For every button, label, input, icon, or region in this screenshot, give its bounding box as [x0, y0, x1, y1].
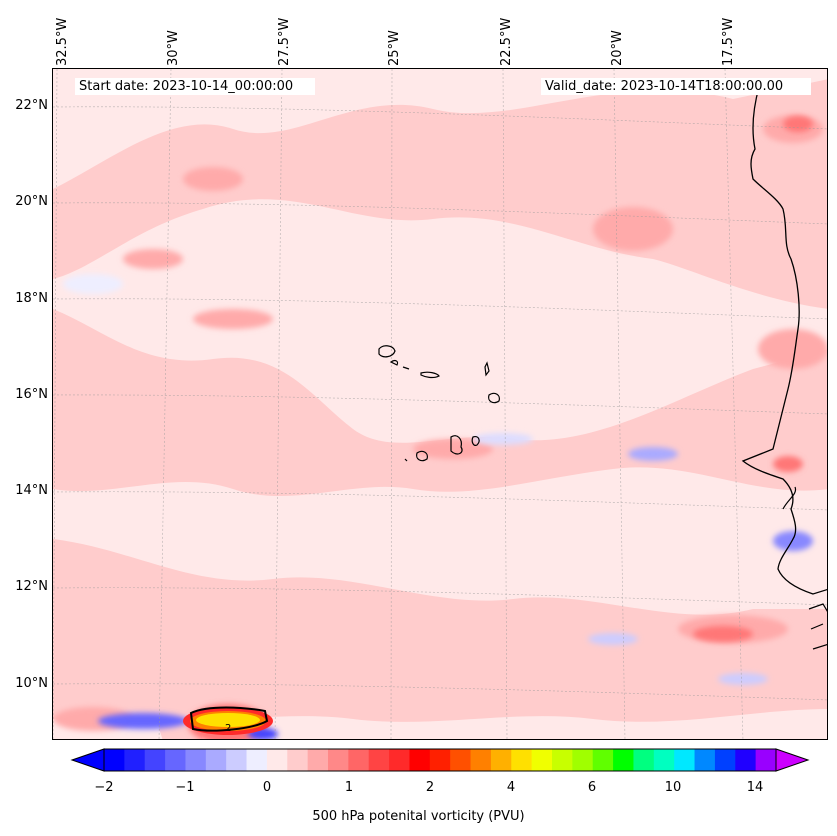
pv-blue-regions	[63, 274, 813, 739]
colorbar-segment	[714, 749, 736, 771]
colorbar-segment	[552, 749, 573, 771]
colorbar-segment	[429, 749, 451, 771]
colorbar-segment	[633, 749, 655, 771]
valid-date-label: Valid_date: 2023-10-14T18:00:00.00	[541, 78, 811, 95]
colorbar-tick-14: 14	[746, 780, 764, 795]
colorbar-tick--2: −2	[94, 780, 114, 795]
colorbar-title: 500 hPa potenital vorticity (PVU)	[312, 809, 525, 824]
colorbar-segment	[104, 749, 125, 771]
colorbar-segment	[287, 749, 309, 771]
colorbar-max-extension	[775, 748, 810, 772]
pv-light-pink-regions	[53, 79, 827, 739]
colorbar-segment	[735, 749, 757, 771]
lat-label-20n: 20°N	[15, 194, 48, 209]
colorbar-tick-6: 6	[587, 780, 597, 795]
lat-label-16n: 16°N	[15, 387, 48, 402]
coastline-detail	[782, 486, 797, 510]
colorbar-tick-10: 10	[664, 780, 682, 795]
colorbar-segment	[307, 749, 329, 771]
colorbar-tick-0: 0	[262, 780, 272, 795]
colorbar-segment	[348, 749, 370, 771]
colorbar-segment	[389, 749, 410, 771]
map-frame[interactable]: 2	[52, 68, 828, 740]
colorbar-segment	[246, 749, 268, 771]
colorbar-segment	[328, 749, 349, 771]
colorbar-segment	[572, 749, 594, 771]
colorbar-segments	[104, 749, 777, 771]
colorbar-segment	[226, 749, 248, 771]
colorbar-segment	[674, 749, 696, 771]
colorbar-segment	[165, 749, 186, 771]
colorbar-segment	[144, 749, 166, 771]
colorbar-segment	[613, 749, 634, 771]
colorbar-segment	[470, 749, 492, 771]
pv-maximum-region: 2	[183, 706, 273, 735]
colorbar-segment	[124, 749, 146, 771]
colorbar-tick-2: 2	[425, 780, 435, 795]
graticule	[53, 69, 827, 739]
colorbar-segment	[185, 749, 207, 771]
colorbar-tick-4: 4	[506, 780, 516, 795]
colorbar-segment	[592, 749, 614, 771]
lat-label-12n: 12°N	[15, 579, 48, 594]
colorbar-segment	[450, 749, 472, 771]
colorbar-segment	[205, 749, 227, 771]
colorbar-segment	[490, 749, 512, 771]
start-date-label: Start date: 2023-10-14_00:00:00	[75, 78, 315, 95]
lat-label-18n: 18°N	[15, 291, 48, 306]
coastline-detail-south	[808, 603, 827, 650]
colorbar-segment	[653, 749, 675, 771]
colorbar-segment	[266, 749, 288, 771]
contour-label: 2	[225, 723, 231, 734]
lat-label-14n: 14°N	[15, 483, 48, 498]
pv-field-map: 2	[53, 69, 827, 739]
lat-label-22n: 22°N	[15, 98, 48, 113]
colorbar-min-extension	[70, 748, 105, 772]
colorbar-segment	[531, 749, 553, 771]
africa-coastline	[741, 86, 827, 595]
cape-verde-islands	[378, 345, 500, 462]
colorbar-segment	[511, 749, 533, 771]
colorbar-segment	[368, 749, 390, 771]
colorbar-tick--1: −1	[175, 780, 195, 795]
lat-label-10n: 10°N	[15, 676, 48, 691]
pv-2-contour	[189, 706, 269, 732]
colorbar-segment	[755, 749, 777, 771]
colorbar-segment	[694, 749, 716, 771]
colorbar-tick-1: 1	[344, 780, 354, 795]
colorbar-outline	[103, 748, 777, 772]
colorbar-segment	[409, 749, 431, 771]
